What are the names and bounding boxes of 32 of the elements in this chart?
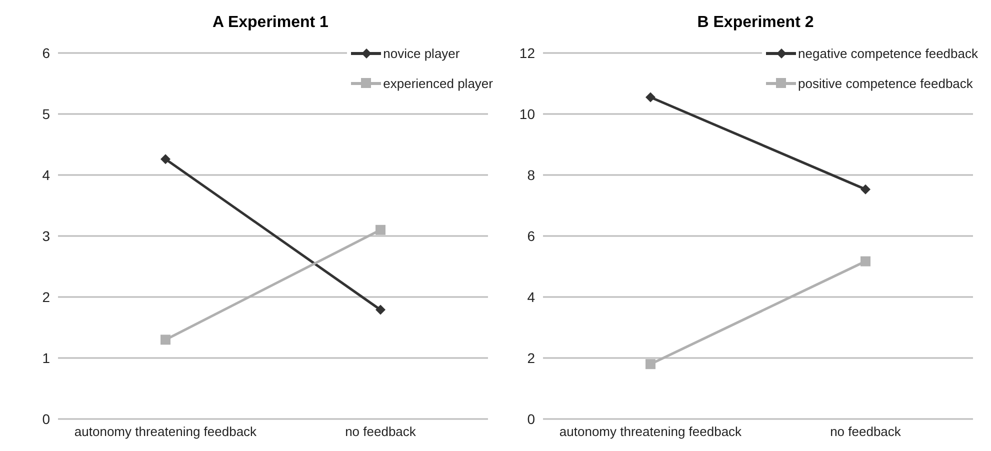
x-tick-label: no feedback <box>345 424 416 440</box>
legend-label: novice player <box>383 46 460 60</box>
point <box>160 334 170 345</box>
point <box>160 154 170 164</box>
legend-label: experienced player <box>383 76 493 90</box>
x-tick-label: autonomy threatening feedback <box>74 424 258 440</box>
y-tick-label: 6 <box>42 44 50 61</box>
x-tick-label: no feedback <box>830 424 902 440</box>
legend-label: negative competence feedback <box>798 46 978 60</box>
y-tick-label: 10 <box>519 106 536 122</box>
y-tick-label: 3 <box>42 228 50 244</box>
chart-title: B Experiment 2 <box>696 13 815 33</box>
point <box>646 359 656 370</box>
y-tick-label: 8 <box>527 166 536 183</box>
point <box>376 224 386 235</box>
y-tick-label: 6 <box>527 228 536 244</box>
point <box>646 92 656 102</box>
y-tick-label: 4 <box>527 288 536 305</box>
y-tick-label: 4 <box>42 166 50 183</box>
y-tick-label: 0 <box>527 410 536 427</box>
chart-title: A Experiment 1 <box>212 13 330 33</box>
y-tick-label: 12 <box>519 44 536 61</box>
y-tick-label: 1 <box>42 350 50 366</box>
y-tick-label: 0 <box>42 410 50 427</box>
x-tick-label: autonomy threatening feedback <box>559 424 742 440</box>
y-tick-label: 5 <box>42 106 50 122</box>
y-tick-label: 2 <box>527 350 536 366</box>
point <box>860 184 870 194</box>
point <box>860 256 870 266</box>
legend-label: positive competence feedback <box>798 76 973 90</box>
y-tick-label: 2 <box>42 288 50 305</box>
point <box>376 304 386 315</box>
